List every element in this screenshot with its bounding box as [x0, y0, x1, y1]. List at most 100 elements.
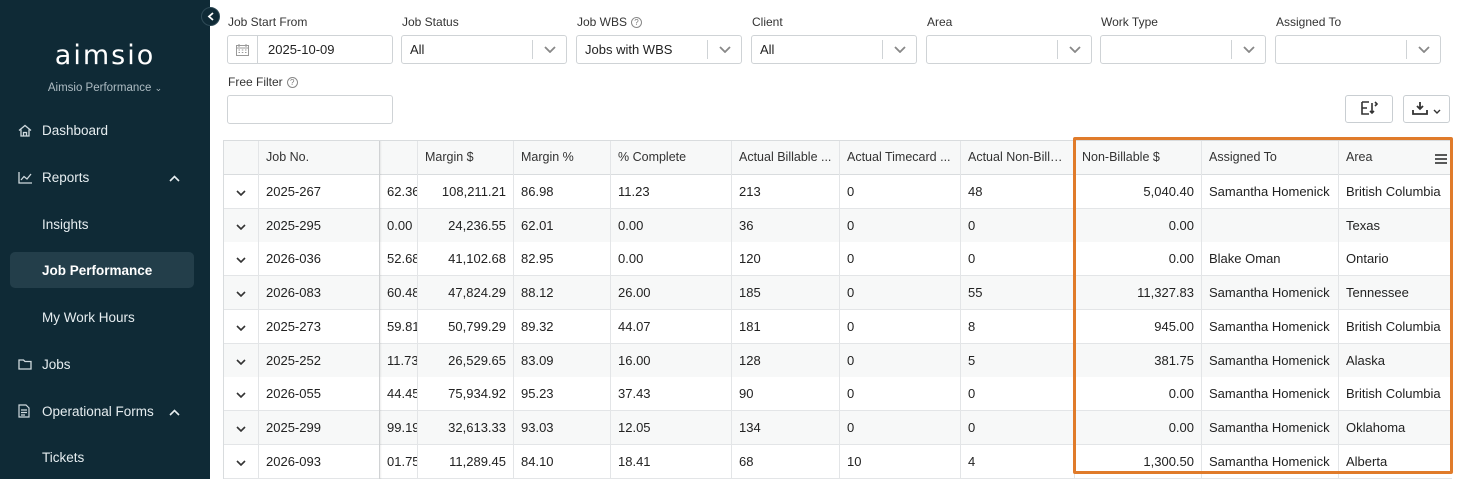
sidebar-item-jobs[interactable]: Jobs: [10, 346, 194, 382]
sidebar-item-my-work-hours[interactable]: My Work Hours: [10, 299, 194, 335]
chevron-down-icon: [1231, 40, 1265, 59]
cell-area: Texas: [1339, 209, 1452, 243]
table-row[interactable]: 2026-083 60.48 47,824.29 88.12 26.00 185 0 55 11…: [224, 276, 1452, 311]
cell-area: British Columbia: [1339, 310, 1452, 344]
cell-actual-billable: 68: [732, 444, 840, 479]
column-settings-button[interactable]: [1345, 95, 1393, 123]
column-header-margin-pct[interactable]: Margin %: [514, 141, 611, 175]
column-menu-icon[interactable]: [1435, 152, 1447, 164]
row-expand-button[interactable]: [224, 242, 259, 277]
cell-assigned-to: Samantha Homenick: [1202, 175, 1339, 209]
row-expand-button[interactable]: [224, 343, 259, 378]
row-expand-button[interactable]: [224, 208, 259, 243]
table-header: Job No. Margin $ Margin % % Complete Act…: [224, 141, 1452, 175]
job-wbs-select[interactable]: Jobs with WBS: [576, 35, 742, 64]
help-icon[interactable]: ?: [631, 17, 643, 28]
table-row[interactable]: 2025-273 59.81 50,799.29 89.32 44.07 181 0 8 945…: [224, 309, 1452, 344]
chevron-down-icon: [1057, 40, 1091, 59]
table-row[interactable]: 2025-295 0.00 24,236.55 62.01 0.00 36 0 0 0.00 Te…: [224, 208, 1452, 243]
sidebar-item-tickets[interactable]: Tickets: [10, 439, 194, 475]
table-row[interactable]: 2026-036 52.68 41,102.68 82.95 0.00 120 0 0 0.00…: [224, 242, 1452, 277]
cell-actual-non-billable: 55: [961, 276, 1075, 311]
help-icon[interactable]: ?: [286, 77, 298, 88]
cell-margin-pct: 89.32: [514, 309, 611, 344]
calendar-icon: [228, 36, 258, 63]
cell-actual-timecard: 0: [840, 377, 961, 412]
column-header-complete[interactable]: % Complete: [611, 141, 732, 175]
cell-actual-billable: 185: [732, 276, 840, 311]
cell-hidden: 99.19: [380, 410, 418, 445]
download-icon: [1412, 101, 1428, 118]
column-header-job-no[interactable]: Job No.: [259, 141, 380, 175]
free-filter-label-text: Free Filter: [228, 75, 283, 89]
assigned-to-label: Assigned To: [1276, 15, 1342, 29]
free-filter-input[interactable]: [227, 95, 393, 124]
sidebar-item-job-performance[interactable]: Job Performance: [10, 252, 194, 288]
column-header-actual-billable[interactable]: Actual Billable ...: [732, 141, 840, 175]
chevron-down-icon: [1406, 40, 1440, 59]
sidebar-item-insights[interactable]: Insights: [10, 206, 194, 242]
cell-non-billable-amount: 0.00: [1075, 242, 1202, 277]
cell-assigned-to: Samantha Homenick: [1202, 309, 1339, 344]
export-button[interactable]: [1403, 95, 1450, 123]
cell-assigned-to: [1202, 208, 1339, 243]
table-row[interactable]: 2025-299 99.19 32,613.33 93.03 12.05 134 0 0 0.0…: [224, 410, 1452, 445]
column-header-hidden[interactable]: [380, 141, 418, 175]
cell-complete: 26.00: [611, 276, 732, 311]
row-expand-button[interactable]: [224, 377, 259, 412]
cell-actual-non-billable: 0: [961, 208, 1075, 243]
row-expand-button[interactable]: [224, 444, 259, 479]
column-header-non-billable-amount[interactable]: Non-Billable $: [1075, 141, 1202, 175]
column-header-actual-timecard[interactable]: Actual Timecard ...: [840, 141, 961, 175]
assigned-to-select[interactable]: [1275, 35, 1441, 64]
org-name: Aimsio Performance: [47, 82, 152, 94]
column-header-assigned-to[interactable]: Assigned To: [1202, 141, 1339, 175]
sidebar-item-operational-forms[interactable]: Operational Forms: [10, 393, 194, 429]
sidebar: aimsio Aimsio Performance ⌄ Dashboard Re…: [0, 0, 210, 479]
area-select[interactable]: [926, 35, 1092, 64]
chevron-down-icon: [236, 184, 246, 199]
chevron-down-icon: [707, 40, 741, 59]
sidebar-item-reports[interactable]: Reports: [10, 159, 194, 195]
cell-complete: 16.00: [611, 343, 732, 378]
sidebar-item-label: Job Performance: [42, 262, 153, 278]
cell-complete: 12.05: [611, 410, 732, 445]
table-row[interactable]: 2026-055 44.45 75,934.92 95.23 37.43 90 0 0 0.00…: [224, 377, 1452, 412]
cell-complete: 37.43: [611, 377, 732, 412]
job-start-from-input[interactable]: 2025-10-09: [227, 35, 393, 64]
row-expand-button[interactable]: [224, 309, 259, 344]
table-row[interactable]: 2025-252 11.73 26,529.65 83.09 16.00 128 0 5 381…: [224, 343, 1452, 378]
cell-job-no: 2025-295: [259, 208, 380, 243]
cell-job-no: 2025-273: [259, 309, 380, 344]
sidebar-item-dashboard[interactable]: Dashboard: [10, 112, 194, 148]
sidebar-item-label: Jobs: [42, 356, 71, 372]
cell-non-billable-amount: 1,300.50: [1075, 444, 1202, 479]
cell-actual-billable: 134: [732, 410, 840, 445]
cell-hidden: 60.48: [380, 276, 418, 311]
org-switcher[interactable]: Aimsio Performance ⌄: [0, 82, 210, 94]
cell-margin: 26,529.65: [418, 343, 514, 378]
cell-hidden: 01.75: [380, 444, 418, 479]
row-expand-button[interactable]: [224, 410, 259, 445]
client-label: Client: [752, 15, 783, 29]
folder-icon: [10, 358, 42, 370]
job-wbs-label: Job WBS?: [577, 15, 643, 29]
cell-actual-timecard: 0: [840, 208, 961, 243]
row-expand-button[interactable]: [224, 276, 259, 311]
column-header-margin[interactable]: Margin $: [418, 141, 514, 175]
work-type-select[interactable]: [1100, 35, 1266, 64]
cell-complete: 44.07: [611, 309, 732, 344]
row-expand-button[interactable]: [224, 175, 259, 209]
job-performance-table: Job No. Margin $ Margin % % Complete Act…: [223, 140, 1452, 479]
table-row[interactable]: 2026-093 01.75 11,289.45 84.10 18.41 68 10 4 1,3…: [224, 444, 1452, 479]
job-status-select[interactable]: All: [401, 35, 567, 64]
home-icon: [10, 124, 42, 137]
cell-area: Oklahoma: [1339, 411, 1452, 445]
cell-hidden: 0.00: [380, 208, 418, 243]
column-header-actual-non-billable[interactable]: Actual Non-Billa...: [961, 141, 1075, 175]
table-row[interactable]: 2025-267 62.36 108,211.21 86.98 11.23 213 0 48 5…: [224, 175, 1452, 209]
client-select[interactable]: All: [751, 35, 917, 64]
cell-margin: 32,613.33: [418, 410, 514, 445]
cell-margin-pct: 84.10: [514, 444, 611, 479]
collapse-sidebar-button[interactable]: [201, 7, 220, 26]
